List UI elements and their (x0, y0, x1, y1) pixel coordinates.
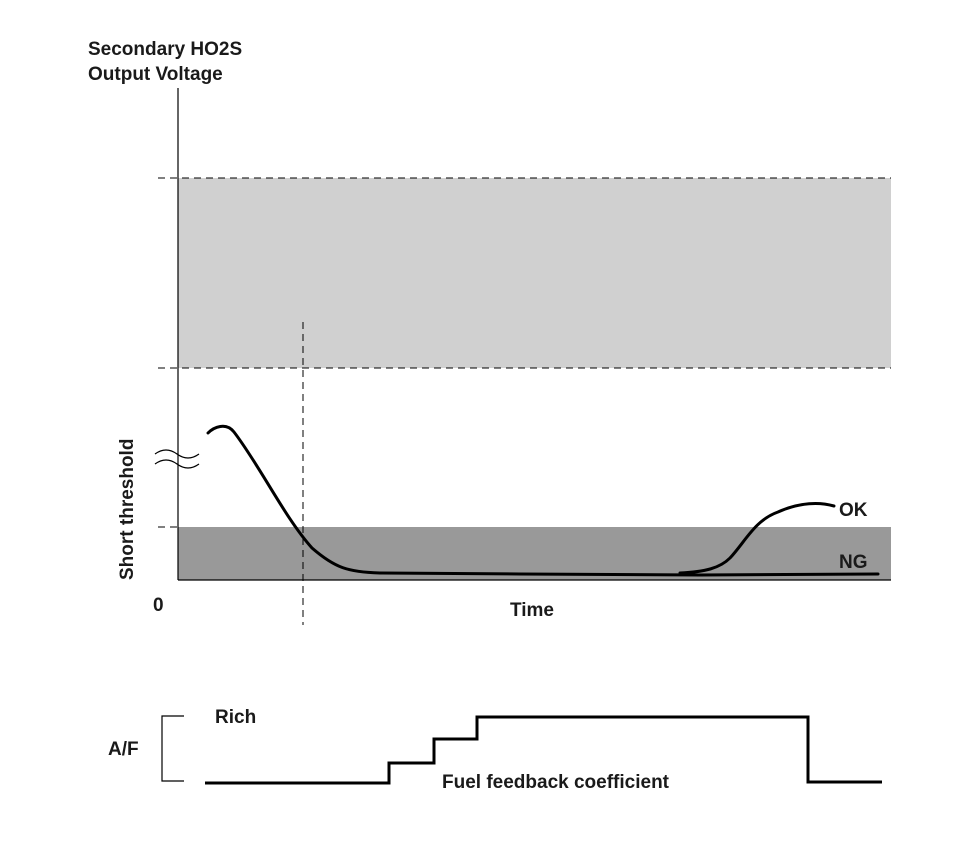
ng-curve-label: NG (839, 552, 868, 573)
af-bracket (161, 715, 184, 782)
origin-label: 0 (153, 595, 164, 616)
chart-title-line-2: Output Voltage (88, 64, 223, 85)
short-threshold-band (178, 527, 891, 580)
fuel-feedback-signal (205, 715, 882, 785)
af-axis-label: A/F (108, 739, 139, 760)
fuel-feedback-label: Fuel feedback coefficient (442, 772, 670, 793)
ok-curve-label: OK (839, 500, 868, 521)
chart-title-line-1: Secondary HO2S (88, 39, 242, 60)
upper-voltage-band (178, 178, 891, 368)
ng-curve (206, 424, 880, 577)
ok-curve (678, 502, 836, 575)
x-axis-label: Time (510, 600, 554, 621)
axis-break-icon (154, 449, 200, 469)
y-axis-label: Short threshold (117, 439, 138, 580)
rich-label: Rich (215, 707, 256, 728)
